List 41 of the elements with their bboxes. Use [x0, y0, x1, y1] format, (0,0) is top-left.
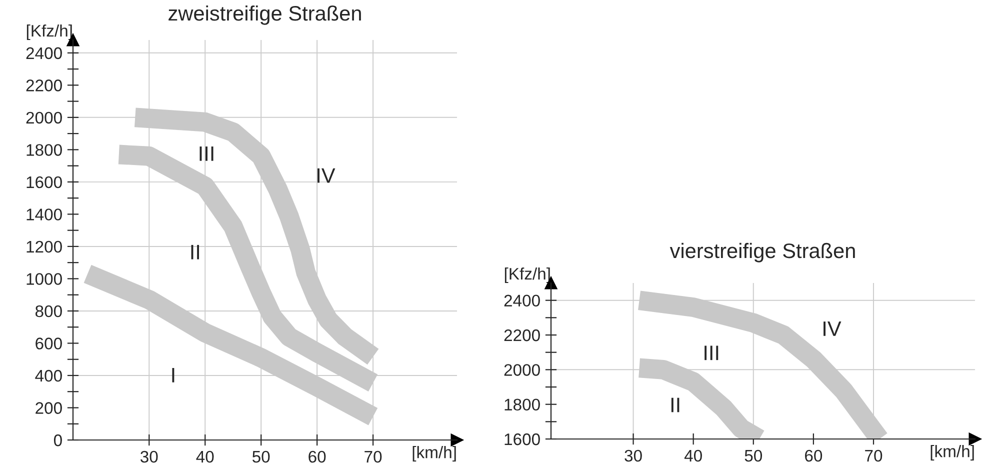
- annotation: II: [191, 244, 200, 260]
- x-tick-label: 60: [805, 450, 822, 462]
- y-tick-label: 1000: [26, 273, 62, 285]
- y-tick-label: 1600: [26, 176, 62, 188]
- annotation: II: [671, 398, 680, 412]
- y-tick-label: 1200: [26, 240, 62, 253]
- y-tick-label: 2000: [504, 364, 540, 376]
- x-tick-label: 30: [140, 450, 158, 463]
- x-axis-title: [km/h]: [412, 446, 456, 462]
- y-axis-title: [Kfz/h]: [504, 267, 550, 283]
- x-tick-label: 70: [865, 450, 882, 462]
- x-tick-label: 60: [308, 450, 326, 463]
- y-tick-label: 1800: [26, 144, 62, 156]
- y-tick-label: 1600: [504, 433, 540, 446]
- x-tick-label: 50: [252, 450, 270, 463]
- chart-title: zweistreifige Straßen: [168, 5, 361, 25]
- y-tick-label: 2200: [504, 329, 540, 342]
- y-tick-label: 2400: [504, 294, 540, 307]
- x-tick-label: 40: [196, 450, 214, 463]
- y-tick-label: 800: [36, 305, 62, 318]
- annotation: IV: [318, 168, 336, 183]
- x-tick-label: 50: [744, 450, 762, 462]
- x-tick-label: 30: [624, 450, 642, 462]
- y-tick-label: 1400: [26, 208, 62, 220]
- y-tick-label: 2400: [26, 47, 62, 60]
- chart-title: vierstreifige Straßen: [670, 242, 855, 262]
- annotation: III: [200, 146, 214, 161]
- y-axis-title: [Kfz/h]: [26, 24, 72, 40]
- y-tick-label: 200: [36, 402, 62, 414]
- x-tick-label: 40: [684, 450, 702, 462]
- y-tick-label: 1800: [504, 398, 540, 411]
- y-tick-label: 600: [36, 338, 62, 350]
- annotation: IV: [824, 322, 842, 336]
- annotation: III: [704, 346, 718, 360]
- x-axis-title: [km/h]: [930, 445, 974, 461]
- y-tick-label: 2200: [26, 80, 62, 92]
- y-tick-label: 400: [35, 370, 62, 382]
- y-tick-label: 0: [54, 434, 62, 446]
- y-tick-label: 2000: [26, 112, 62, 124]
- x-tick-label: 70: [364, 450, 382, 463]
- annotation: I: [172, 368, 174, 382]
